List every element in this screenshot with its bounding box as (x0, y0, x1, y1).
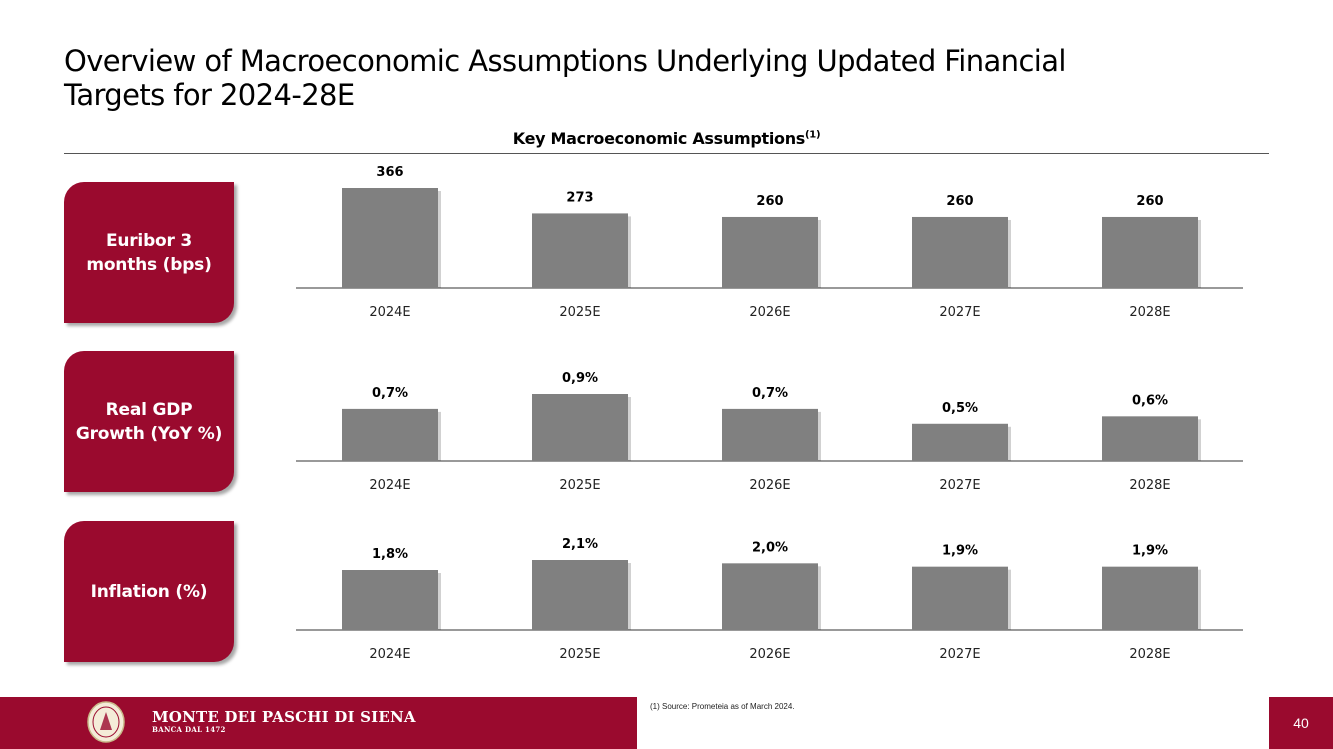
euribor-label-box: Euribor 3 months (bps) (64, 182, 234, 323)
slide-title: Overview of Macroeconomic Assumptions Un… (64, 44, 1164, 112)
x-tick-label: 2026E (749, 647, 790, 662)
data-label: 366 (376, 165, 403, 180)
bar-2025E (532, 213, 628, 288)
data-label: 273 (566, 190, 593, 205)
source-note: (1) Source: Prometeia as of March 2024. (650, 702, 795, 711)
x-tick-label: 2026E (749, 305, 790, 320)
title-line-2: Targets for 2024-28E (64, 78, 355, 112)
page-number-box: 40 (1269, 697, 1333, 749)
x-tick-label: 2027E (939, 478, 980, 493)
bar-2025E (532, 394, 628, 461)
brand-logo: MONTE DEI PASCHI DI SIENA BANCA DAL 1472 (152, 709, 416, 734)
bar-2024E (342, 408, 438, 461)
inflation-label: Inflation (%) (90, 581, 208, 602)
bar-2025E (532, 560, 628, 630)
euribor-label: Euribor 3 months (bps) (86, 230, 212, 275)
x-tick-label: 2027E (939, 647, 980, 662)
data-label: 0,7% (372, 386, 408, 401)
bar-2026E (722, 216, 818, 288)
x-tick-label: 2027E (939, 305, 980, 320)
data-label: 260 (946, 194, 973, 209)
bar-2027E (912, 423, 1008, 461)
x-tick-label: 2025E (559, 305, 600, 320)
bar-2026E (722, 408, 818, 461)
bar-2027E (912, 216, 1008, 288)
data-label: 260 (756, 194, 783, 209)
x-tick-label: 2028E (1129, 478, 1170, 493)
data-label: 0,9% (562, 371, 598, 386)
bar-2028E (1102, 416, 1198, 461)
x-tick-label: 2025E (559, 647, 600, 662)
gdp-label-box: Real GDP Growth (YoY %) (64, 351, 234, 492)
data-label: 2,0% (752, 540, 788, 555)
euribor-chart: 366 2024E 273 2025E 260 2026E 260 2027E 260 2028E (296, 165, 1243, 320)
x-tick-label: 2024E (369, 478, 410, 493)
x-tick-label: 2024E (369, 305, 410, 320)
inflation-chart: 1,8% 2024E 2,1% 2025E 2,0% 2026E 1,9% 2027E 1,9%… (296, 537, 1243, 662)
bar-2024E (342, 570, 438, 630)
page-number: 40 (1293, 715, 1309, 731)
bar-2028E (1102, 216, 1198, 288)
x-tick-label: 2028E (1129, 647, 1170, 662)
chart-section-title-text: Key Macroeconomic Assumptions (512, 129, 806, 148)
brand-name: MONTE DEI PASCHI DI SIENA (152, 708, 416, 726)
chart-section-title: Key Macroeconomic Assumptions(1) (0, 129, 1333, 148)
gdp-chart: 0,7% 2024E 0,9% 2025E 0,7% 2026E 0,5% 2027E 0,6%… (296, 371, 1243, 493)
title-line-1: Overview of Macroeconomic Assumptions Un… (64, 44, 1066, 78)
bar-2024E (342, 188, 438, 288)
data-label: 2,1% (562, 537, 598, 552)
data-label: 0,6% (1132, 393, 1168, 408)
x-tick-label: 2024E (369, 647, 410, 662)
data-label: 0,7% (752, 386, 788, 401)
data-label: 1,9% (1132, 544, 1168, 559)
footnote-marker: (1) (805, 129, 821, 141)
x-tick-label: 2025E (559, 478, 600, 493)
bar-2028E (1102, 566, 1198, 630)
bank-seal-logo (87, 701, 125, 743)
x-tick-label: 2028E (1129, 305, 1170, 320)
data-label: 260 (1136, 194, 1163, 209)
brand-tagline: BANCA DAL 1472 (152, 725, 226, 734)
data-label: 1,9% (942, 544, 978, 559)
data-label: 1,8% (372, 547, 408, 562)
x-tick-label: 2026E (749, 478, 790, 493)
title-divider (64, 153, 1269, 154)
data-label: 0,5% (942, 401, 978, 416)
bar-2026E (722, 563, 818, 630)
bar-2027E (912, 566, 1008, 630)
inflation-label-box: Inflation (%) (64, 521, 234, 662)
gdp-label: Real GDP Growth (YoY %) (75, 399, 223, 444)
